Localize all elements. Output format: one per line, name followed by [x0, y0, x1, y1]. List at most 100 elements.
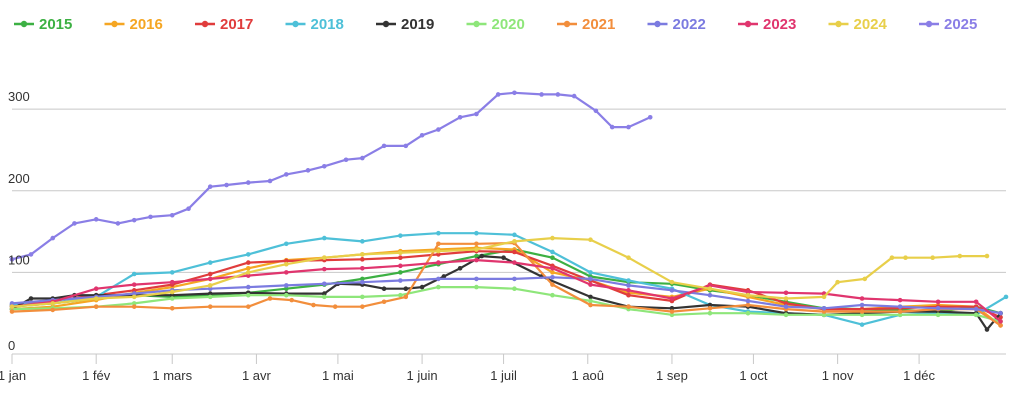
data-point	[550, 282, 555, 287]
data-point	[821, 294, 827, 300]
grid-lines	[12, 108, 1006, 273]
data-point	[245, 292, 251, 298]
data-point	[436, 260, 441, 265]
legend-item-2016[interactable]: 2016	[104, 16, 163, 33]
legend-item-2015[interactable]: 2015	[14, 16, 72, 33]
data-point	[381, 143, 387, 149]
data-point	[474, 253, 479, 259]
data-point	[626, 278, 631, 283]
data-point	[398, 233, 403, 238]
legend-marker	[201, 20, 209, 28]
data-point	[360, 276, 365, 282]
data-point	[707, 305, 713, 311]
data-point	[381, 299, 387, 305]
data-point	[512, 286, 517, 292]
data-point	[72, 221, 77, 226]
data-point	[512, 260, 517, 265]
data-point	[669, 279, 675, 285]
data-point	[360, 252, 365, 257]
data-point	[9, 257, 15, 262]
data-point	[669, 312, 675, 318]
data-point	[626, 124, 631, 130]
data-point	[169, 296, 175, 301]
data-point	[669, 296, 675, 301]
data-point	[289, 297, 295, 303]
data-point	[169, 270, 175, 275]
data-point	[501, 255, 506, 260]
data-point	[398, 278, 403, 283]
data-point	[512, 276, 517, 282]
data-point	[821, 312, 827, 318]
legend-item-2017[interactable]: 2017	[195, 16, 253, 33]
legend-label: 2019	[401, 16, 434, 33]
data-point	[474, 284, 479, 290]
legend-item-2025[interactable]: 2025	[919, 16, 977, 33]
data-point	[322, 255, 327, 260]
data-point	[998, 319, 1003, 324]
data-point	[707, 283, 713, 288]
data-point	[311, 302, 316, 308]
data-point	[284, 292, 289, 298]
legend-marker	[111, 20, 118, 28]
data-point	[862, 276, 868, 282]
data-point	[1003, 294, 1009, 300]
data-point	[783, 296, 789, 301]
x-tick-label: 1 mars	[152, 368, 192, 383]
data-point	[707, 292, 713, 298]
legend-item-2018[interactable]: 2018	[285, 16, 344, 33]
legend: 2015 2016 2017 2018 2019 2020 2021 2022 2023 2024…	[14, 16, 977, 33]
data-point	[930, 255, 935, 260]
legend-item-2019[interactable]: 2019	[376, 16, 434, 33]
legend-item-2020[interactable]: 2020	[466, 16, 525, 33]
data-point	[343, 157, 349, 163]
legend-item-2022[interactable]: 2022	[647, 16, 706, 33]
data-point	[169, 292, 175, 298]
data-point	[859, 322, 865, 327]
x-tick-label: 1 nov	[822, 368, 854, 383]
data-point	[588, 282, 593, 287]
series-2021	[9, 240, 1003, 328]
data-point	[436, 276, 441, 282]
data-point	[745, 302, 751, 308]
data-point	[207, 286, 213, 292]
legend-item-2023[interactable]: 2023	[738, 16, 796, 33]
data-point	[609, 124, 615, 130]
legend-label: 2022	[673, 16, 706, 33]
data-point	[245, 252, 251, 257]
data-point	[588, 270, 593, 275]
data-point	[550, 292, 555, 298]
data-point	[935, 305, 941, 311]
data-point	[707, 310, 713, 316]
legend-label: 2016	[130, 16, 163, 33]
data-point	[957, 253, 963, 259]
data-point	[381, 286, 387, 292]
x-tick-label: 1 aoû	[571, 368, 604, 383]
data-point	[148, 214, 153, 220]
legend-marker	[744, 20, 752, 28]
data-point	[984, 327, 990, 332]
data-point	[169, 212, 175, 218]
data-point	[707, 302, 713, 308]
data-point	[360, 155, 365, 161]
data-point	[131, 294, 137, 300]
legend-item-2024[interactable]: 2024	[828, 16, 888, 33]
x-tick-label: 1 jan	[0, 368, 26, 383]
legend-marker	[835, 20, 842, 28]
data-point	[207, 294, 213, 300]
data-point	[512, 239, 517, 244]
data-point	[245, 180, 251, 185]
data-point	[131, 304, 137, 309]
data-point	[550, 274, 555, 280]
data-point	[474, 257, 479, 263]
data-point	[9, 301, 15, 306]
legend-item-2021[interactable]: 2021	[557, 16, 615, 33]
legend-marker	[925, 20, 933, 28]
data-point	[360, 239, 365, 244]
data-point	[745, 310, 751, 316]
data-point	[245, 284, 251, 290]
data-point	[93, 286, 99, 292]
data-point	[707, 286, 713, 292]
data-point	[626, 283, 631, 288]
data-point	[403, 143, 409, 149]
data-point	[403, 286, 409, 292]
